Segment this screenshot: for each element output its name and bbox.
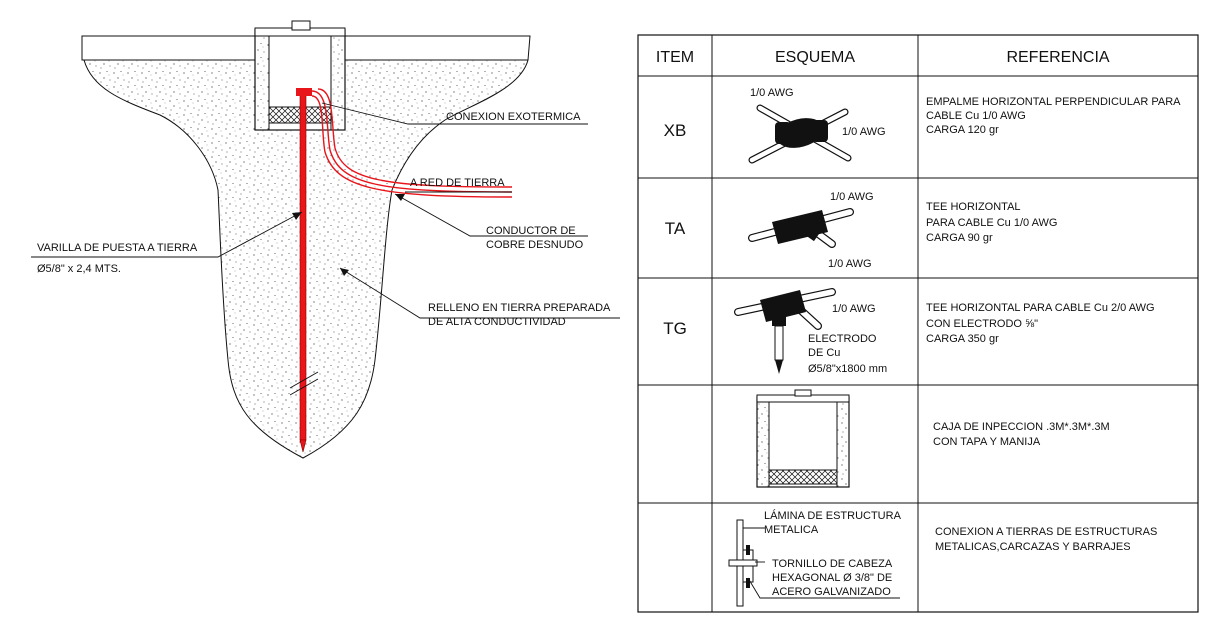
leader-arrows (292, 194, 405, 276)
header-reference: REFERENCIA (1006, 49, 1109, 66)
copper-conductor (311, 88, 513, 198)
grounding-diagram: CONEXION EXOTERMICA A RED DE TIERRA COND… (31, 20, 620, 459)
reference-line: PARA CABLE Cu 1/0 AWG (926, 217, 1057, 229)
schema-label: LÁMINA DE ESTRUCTURA (764, 509, 902, 522)
bolt-connection-icon (728, 519, 758, 607)
header-item: ITEM (656, 49, 694, 66)
table-row: TA 1/0 AWG 1/0 AWG TEE HORIZONTAL PARA C… (665, 191, 1058, 270)
reference-line: TEE HORIZONTAL (926, 201, 1021, 213)
lid-handle (291, 20, 311, 31)
reference-line: TEE HORIZONTAL PARA CABLE Cu 2/0 AWG (926, 302, 1155, 314)
xb-splice-icon (748, 104, 852, 164)
schema-label: DE Cu (808, 347, 840, 359)
tg-tee-electrode-icon (734, 288, 836, 374)
item-code: XB (664, 121, 687, 140)
reference-line: CAJA DE INPECCION .3M*.3M*.3M (933, 421, 1110, 433)
header-schema: ESQUEMA (775, 49, 855, 66)
reference-line: CARGA 350 gr (926, 333, 999, 345)
label-rod-2: Ø5/8" x 2,4 MTS. (37, 263, 121, 275)
leader-lines (743, 527, 900, 599)
item-code: TG (663, 319, 687, 338)
inspection-box-icon (756, 389, 850, 488)
label-ground-net: A RED DE TIERRA (410, 177, 505, 189)
reference-line: CABLE Cu 1/0 AWG (926, 110, 1026, 122)
schema-label: TORNILLO DE CABEZA (772, 558, 893, 570)
schema-label: Ø5/8"x1800 mm (808, 363, 887, 375)
schema-label: 1/0 AWG (832, 303, 876, 315)
label-conductor-1: CONDUCTOR DE (486, 225, 576, 237)
schema-label: 1/0 AWG (828, 258, 872, 270)
item-code: TA (665, 219, 686, 238)
reference-line: CARGA 120 gr (926, 124, 999, 136)
reference-line: CON TAPA Y MANIJA (933, 436, 1041, 448)
schema-label: 1/0 AWG (842, 126, 886, 138)
schema-label: ELECTRODO (808, 333, 877, 345)
label-rod-1: VARILLA DE PUESTA A TIERRA (37, 242, 198, 254)
label-conductor-2: COBRE DESNUDO (486, 239, 584, 251)
reference-line: CON ELECTRODO ⅝" (926, 318, 1038, 330)
reference-line: METALICAS,CARCAZAS Y BARRAJES (935, 541, 1131, 553)
label-fill-1: RELLENO EN TIERRA PREPARADA (428, 302, 611, 314)
label-exothermic: CONEXION EXOTERMICA (446, 111, 581, 123)
reference-line: EMPALME HORIZONTAL PERPENDICULAR PARA (926, 96, 1181, 108)
exothermic-weld (296, 88, 312, 96)
schema-label: 1/0 AWG (750, 87, 794, 99)
ground-rod (289, 88, 319, 453)
schema-label: ACERO GALVANIZADO (772, 586, 891, 598)
reference-table: ITEM ESQUEMA REFERENCIA XB 1/0 AWG 1/0 A… (637, 34, 1199, 613)
table-row: XB 1/0 AWG 1/0 AWG EMPALME HORIZONTAL PE… (664, 87, 1181, 164)
reference-line: CONEXION A TIERRAS DE ESTRUCTURAS (935, 526, 1157, 538)
reference-line: CARGA 90 gr (926, 232, 993, 244)
label-fill-2: DE ALTA CONDUCTIVIDAD (428, 316, 566, 328)
schema-label: HEXAGONAL Ø 3/8" DE (772, 572, 892, 584)
table-row: LÁMINA DE ESTRUCTURA METALICA TORNILLO D… (728, 509, 1157, 607)
ta-tee-icon (748, 208, 854, 248)
leader-lines (31, 102, 620, 319)
table-row: TG 1/0 AWG ELECTRODO DE Cu Ø5/8"x1800 mm… (663, 288, 1155, 375)
table-row: CAJA DE INPECCION .3M*.3M*.3M CON TAPA Y… (756, 389, 1110, 488)
schema-label: METALICA (764, 524, 819, 536)
schema-label: 1/0 AWG (830, 191, 874, 203)
